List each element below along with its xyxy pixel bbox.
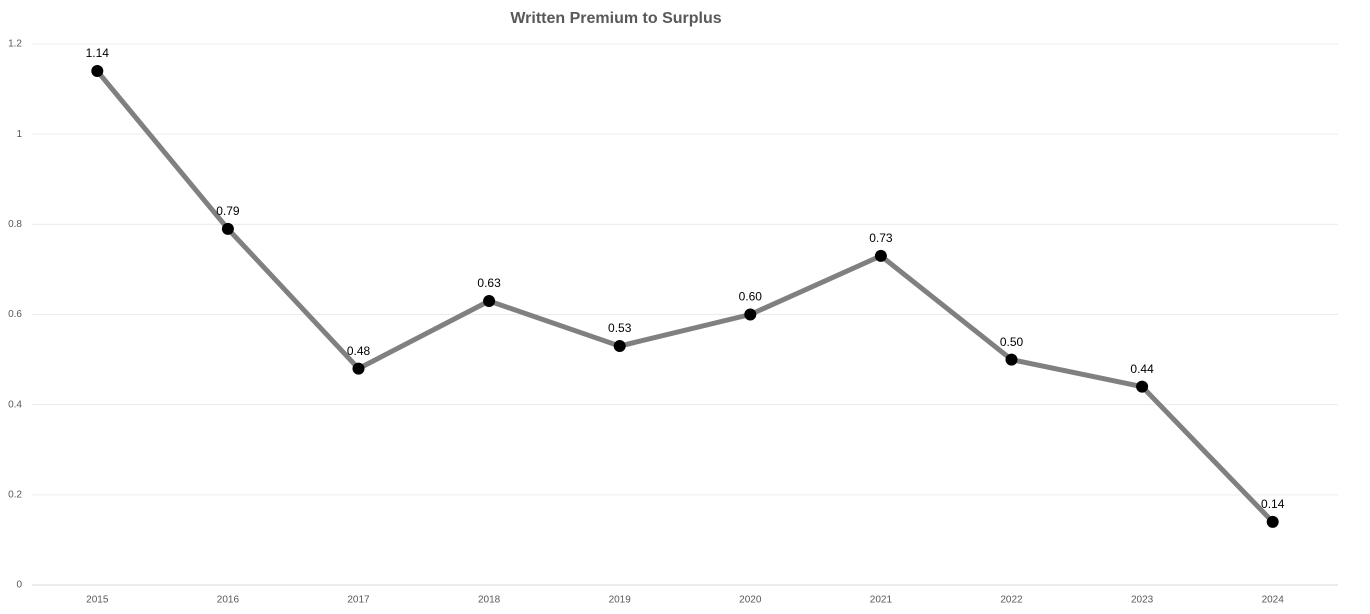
marker [483, 294, 496, 307]
x-tick-label: 2023 [1131, 595, 1154, 606]
y-tick-label: 0.6 [8, 309, 22, 320]
x-tick-label: 2020 [739, 595, 762, 606]
x-tick-label: 2022 [1000, 595, 1023, 606]
y-tick-label: 1.2 [8, 39, 22, 50]
x-tick-label: 2016 [217, 595, 240, 606]
data-label: 0.48 [347, 344, 371, 358]
marker [221, 222, 234, 235]
data-label: 0.60 [739, 290, 763, 304]
y-tick-label: 0.8 [8, 219, 22, 230]
data-label: 0.50 [1000, 335, 1024, 349]
marker [91, 65, 104, 78]
x-tick-label: 2019 [609, 595, 632, 606]
marker [874, 249, 887, 262]
y-tick-label: 0 [16, 580, 22, 591]
marker [613, 340, 626, 353]
marker [744, 308, 757, 321]
x-tick-label: 2021 [870, 595, 893, 606]
data-label: 1.14 [86, 46, 110, 60]
line [95, 69, 1275, 524]
x-tick-label: 2018 [478, 595, 501, 606]
data-label: 0.73 [869, 231, 893, 245]
marker [1266, 515, 1279, 528]
marker [352, 362, 365, 375]
x-tick-label: 2017 [347, 595, 370, 606]
marker [1005, 353, 1018, 366]
data-label: 0.79 [216, 204, 240, 218]
y-tick-label: 0.2 [8, 489, 22, 500]
marker [1136, 380, 1149, 393]
y-tick-label: 0.4 [8, 399, 22, 410]
data-label: 0.53 [608, 321, 632, 335]
x-tick-label: 2015 [86, 595, 109, 606]
data-label: 0.44 [1130, 362, 1154, 376]
chart-title: Written Premium to Surplus [510, 10, 721, 27]
data-label: 0.63 [477, 276, 501, 290]
x-tick-label: 2024 [1262, 595, 1285, 606]
data-label: 0.14 [1261, 497, 1285, 511]
y-tick-label: 1 [16, 129, 22, 140]
